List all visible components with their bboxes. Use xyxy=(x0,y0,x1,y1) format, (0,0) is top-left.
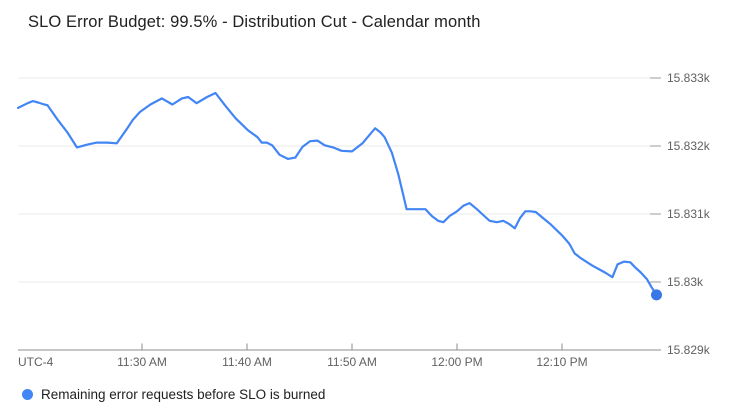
series-end-dot xyxy=(651,289,662,301)
x-axis-label: 12:00 PM xyxy=(431,355,483,369)
x-axis-label: 12:10 PM xyxy=(536,355,588,369)
legend-series-label[interactable]: Remaining error requests before SLO is b… xyxy=(41,387,326,402)
legend: Remaining error requests before SLO is b… xyxy=(22,387,325,402)
y-axis-label: 15.833k xyxy=(667,71,710,85)
y-axis-label: 15.83k xyxy=(667,275,704,289)
x-axis-label: 11:40 AM xyxy=(222,355,272,369)
legend-series-dot-icon xyxy=(22,389,33,400)
y-axis-label: 15.831k xyxy=(667,207,710,221)
timezone-label: UTC-4 xyxy=(18,355,54,369)
series-line xyxy=(17,91,658,296)
x-axis-label: 11:30 AM xyxy=(117,355,167,369)
y-axis-label: 15.832k xyxy=(667,139,710,153)
chart-title: SLO Error Budget: 99.5% - Distribution C… xyxy=(28,13,481,31)
y-axis-label: 15.829k xyxy=(667,343,710,357)
x-axis-label: 11:50 AM xyxy=(327,355,377,369)
